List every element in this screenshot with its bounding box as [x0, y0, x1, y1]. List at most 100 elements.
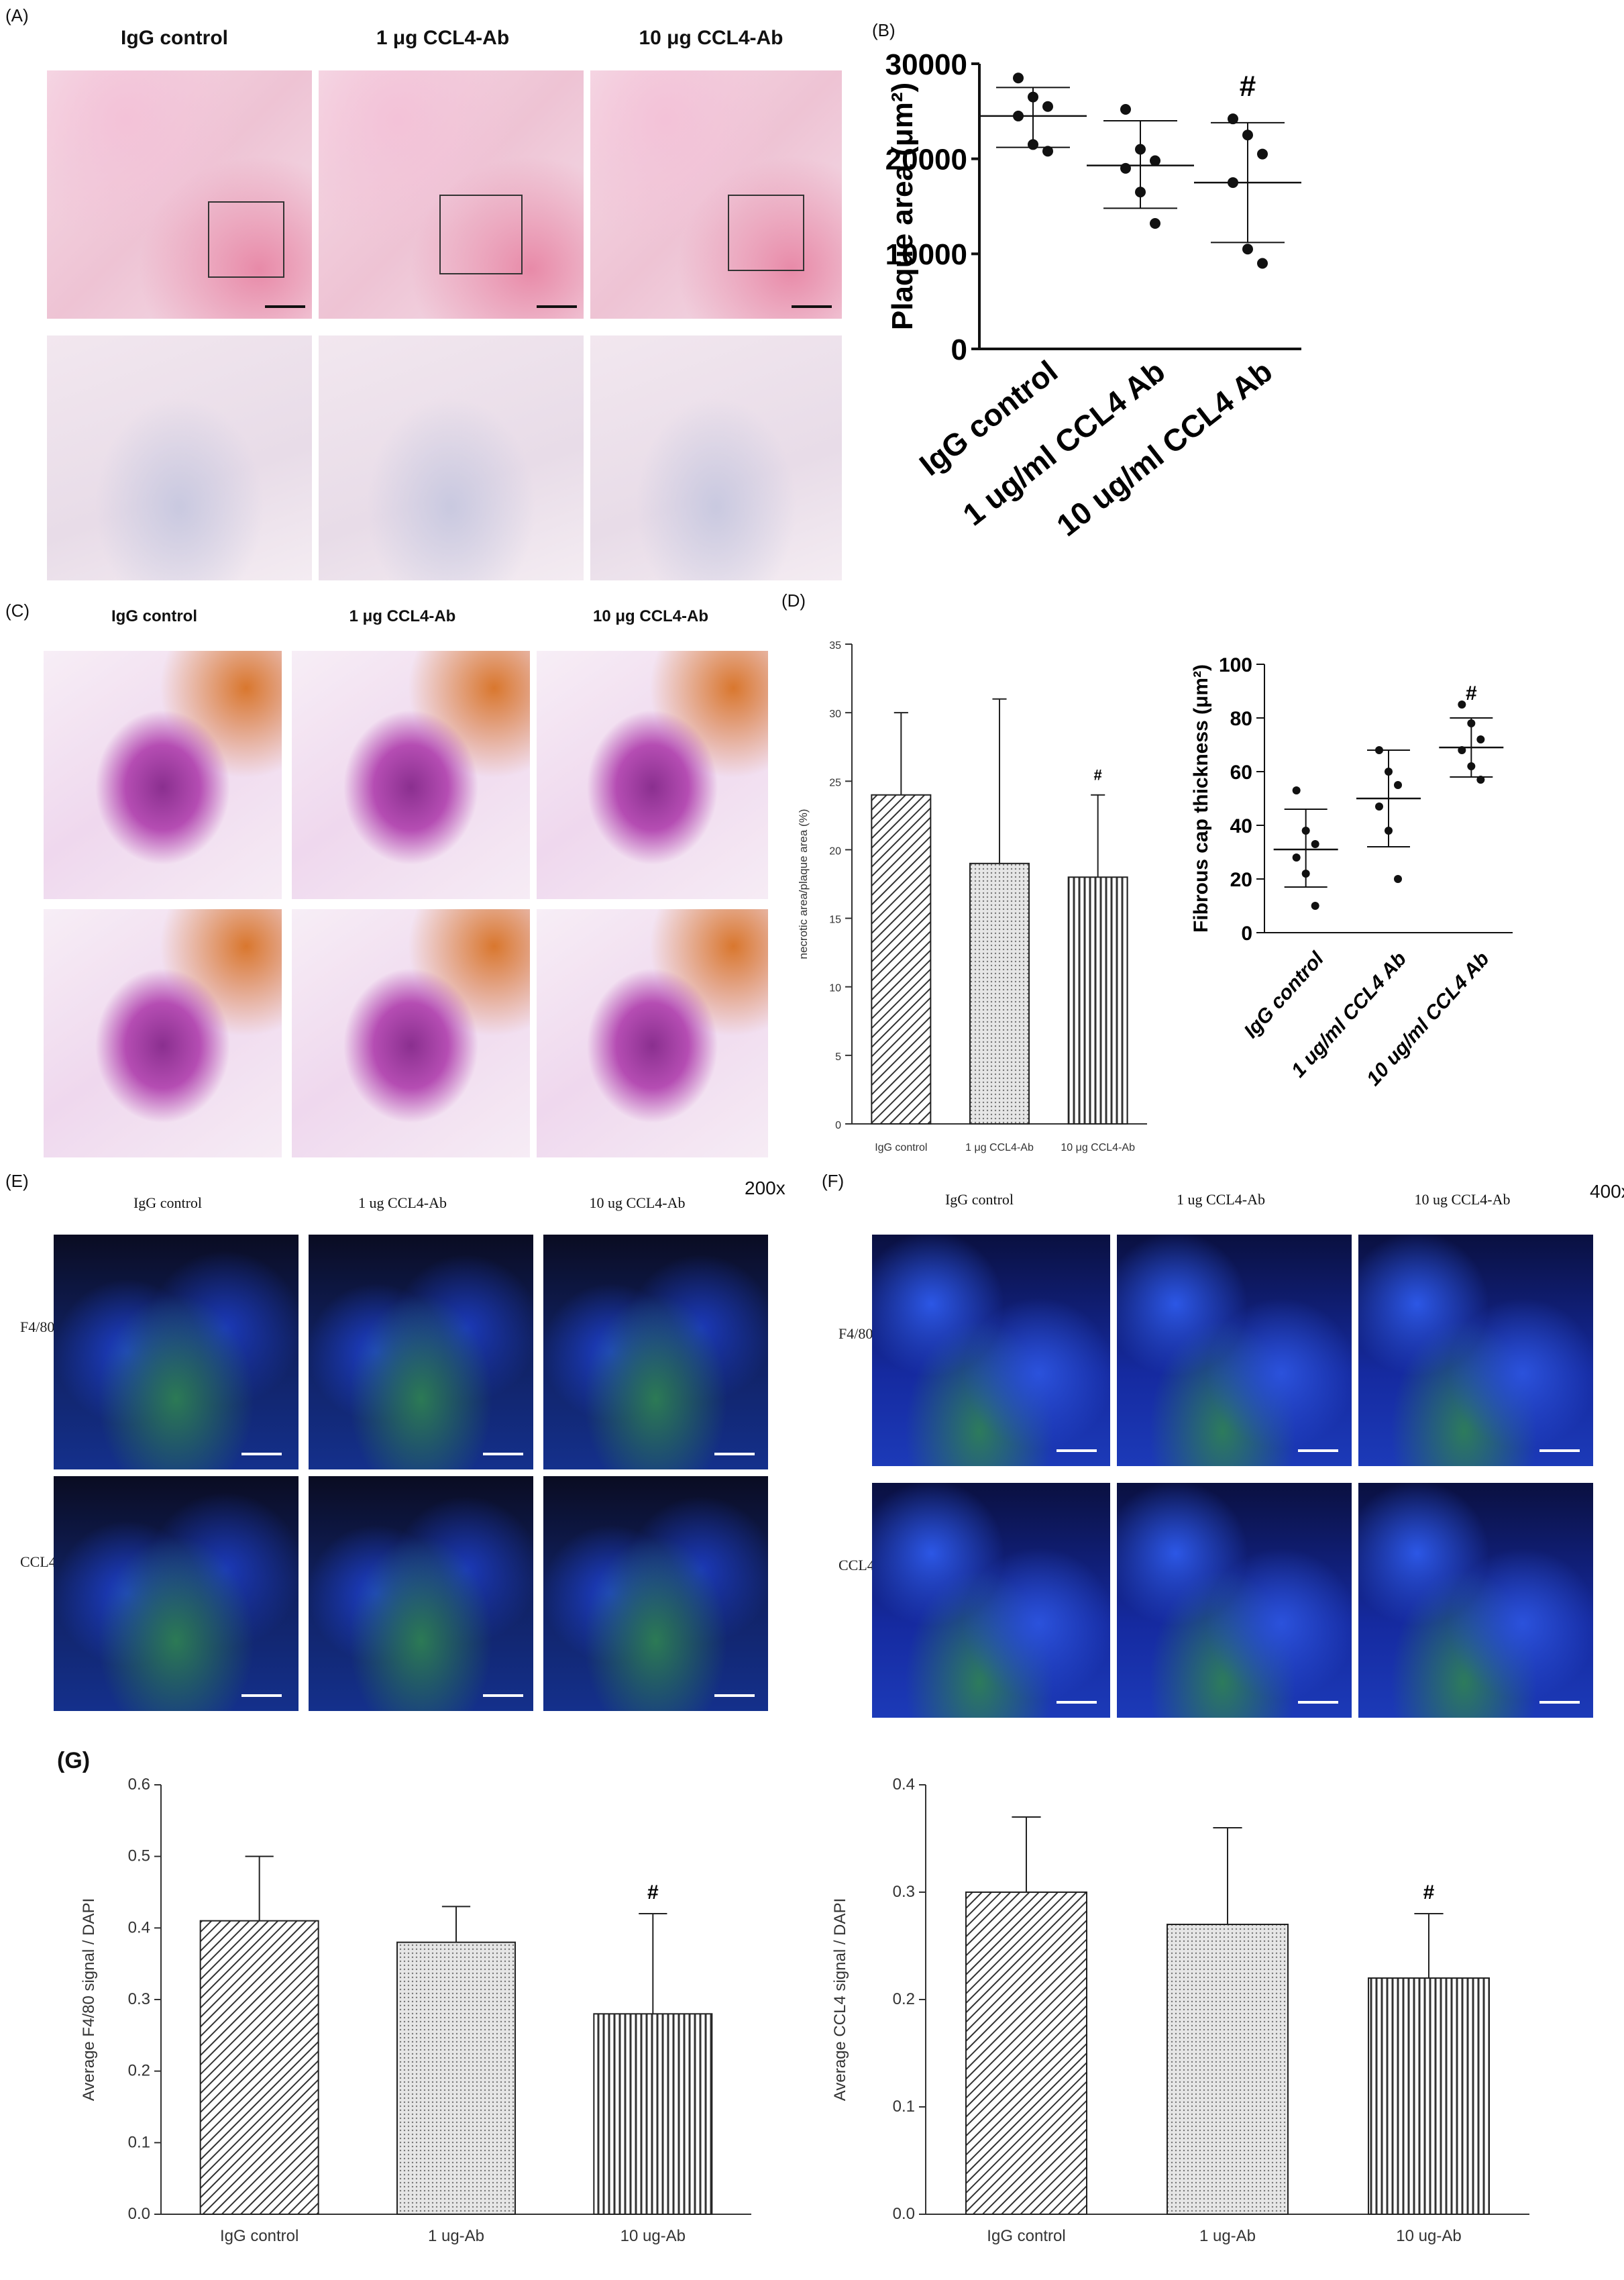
- data-point: [1028, 139, 1038, 150]
- y-tick-label: 80: [1230, 708, 1252, 730]
- data-point: [1385, 768, 1393, 776]
- panel-a-group-title: 10 μg CCL4-Ab: [639, 27, 783, 49]
- fluorescence-image: [1117, 1483, 1352, 1718]
- panel-e-group-title: 10 ug CCL4-Ab: [589, 1194, 686, 1211]
- f480-signal-chart: 0.0 0.1 0.2 0.3 0.4 0.5 0.6 IgG control 1 ug-Ab #…: [80, 1775, 751, 2245]
- bar: [969, 862, 1030, 1125]
- data-point: [1476, 776, 1485, 784]
- data-point: [1301, 870, 1310, 878]
- scale-bar: [1298, 1449, 1338, 1452]
- category-label: IgG control: [987, 2227, 1065, 2245]
- movat-stain-image: [537, 651, 768, 899]
- data-point: [1257, 148, 1268, 160]
- panel-c-group-title: 10 μg CCL4-Ab: [592, 607, 709, 625]
- panel-c-label: (C): [5, 601, 30, 621]
- data-point: [1311, 902, 1319, 910]
- magnification-label: 200x: [745, 1178, 786, 1198]
- y-tick-label: 0: [1241, 923, 1252, 945]
- fluorescence-image: [1117, 1235, 1352, 1466]
- panel-f-group-title: IgG control: [944, 1191, 1014, 1208]
- category-label: 1 ug-Ab: [428, 2227, 484, 2245]
- bar: [593, 2013, 713, 2215]
- fluorescence-image: [309, 1235, 533, 1469]
- data-point: [1242, 244, 1253, 255]
- y-axis-label: Plaque area (μm²): [886, 83, 919, 330]
- panel-a-group-title: 1 μg CCL4-Ab: [376, 27, 510, 49]
- y-tick-label: 30: [829, 709, 841, 720]
- bar: [1368, 1977, 1490, 2215]
- fluorescence-image: [543, 1476, 768, 1711]
- row-label: CCL4: [838, 1557, 875, 1573]
- y-tick-label: 0.1: [128, 2133, 150, 2151]
- y-tick-label: 0.2: [893, 1990, 915, 2008]
- y-tick-label: 0: [835, 1120, 841, 1131]
- y-tick-label: 20: [1230, 869, 1252, 891]
- data-point: [1242, 129, 1253, 141]
- data-point: [1385, 827, 1393, 835]
- category-label: 10 ug-Ab: [620, 2227, 686, 2245]
- y-tick-label: 0.0: [128, 2205, 150, 2223]
- data-point: [1135, 144, 1146, 155]
- panel-b-label: (B): [872, 20, 896, 40]
- y-tick-label: 60: [1230, 762, 1252, 784]
- data-point: [1120, 104, 1131, 115]
- category-label: IgG control: [875, 1142, 927, 1153]
- row-label: F4/80: [838, 1325, 873, 1342]
- significance-mark: #: [1466, 682, 1477, 705]
- category-label: 1 μg CCL4-Ab: [965, 1142, 1034, 1153]
- bar: [199, 1920, 319, 2216]
- y-tick-label: 20: [829, 845, 841, 857]
- y-axis-label: Fibrous cap thickness (μm²): [1190, 664, 1212, 933]
- he-stain-image: [47, 70, 312, 319]
- movat-stain-image: [292, 909, 530, 1157]
- fluorescence-image: [54, 1235, 299, 1469]
- panel-a-group-title: IgG control: [121, 27, 228, 49]
- panel-c-group-title: IgG control: [111, 607, 197, 625]
- data-point: [1013, 72, 1024, 84]
- movat-stain-image: [537, 909, 768, 1157]
- panel-g-label: (G): [57, 1748, 91, 1773]
- y-tick-label: 10000: [885, 238, 967, 271]
- data-point: [1257, 258, 1268, 269]
- y-tick-label: 5: [835, 1051, 841, 1063]
- data-point: [1013, 110, 1024, 121]
- scale-bar: [537, 305, 577, 308]
- y-tick-label: 0.5: [128, 1847, 150, 1865]
- data-point: [1476, 735, 1485, 743]
- movat-stain-image: [292, 651, 530, 899]
- data-point: [1311, 840, 1319, 848]
- y-tick-label: 100: [1219, 654, 1252, 676]
- he-stain-zoom-image: [590, 335, 842, 580]
- he-stain-zoom-image: [47, 335, 312, 580]
- y-tick-label: 15: [829, 915, 841, 926]
- scale-bar: [714, 1694, 755, 1697]
- scale-bar: [265, 305, 305, 308]
- fluorescence-image: [543, 1235, 768, 1469]
- category-label: 1 ug-Ab: [1199, 2227, 1256, 2245]
- panel-f-group-title: 10 ug CCL4-Ab: [1414, 1191, 1511, 1208]
- panel-e-group-title: 1 ug CCL4-Ab: [358, 1194, 447, 1211]
- panel-e-label: (E): [5, 1171, 29, 1191]
- y-tick-label: 40: [1230, 815, 1252, 837]
- panel-c-group-title: 1 μg CCL4-Ab: [349, 607, 456, 625]
- data-point: [1375, 746, 1383, 754]
- data-point: [1028, 91, 1038, 103]
- data-point: [1135, 187, 1146, 198]
- y-axis-label: Average F4/80 signal / DAPI: [80, 1898, 98, 2101]
- data-point: [1120, 162, 1131, 174]
- panel-e-group-title: IgG control: [133, 1194, 203, 1211]
- panel-d-label: (D): [781, 590, 806, 611]
- y-tick-label: 35: [829, 640, 841, 652]
- y-tick-label: 0.3: [893, 1883, 915, 1901]
- movat-stain-image: [44, 909, 282, 1157]
- significance-mark: #: [1094, 767, 1102, 784]
- y-tick-label: 25: [829, 777, 841, 788]
- bar: [1167, 1924, 1289, 2215]
- data-point: [1375, 802, 1383, 811]
- scale-bar: [483, 1694, 523, 1697]
- data-point: [1394, 781, 1402, 789]
- data-point: [1458, 746, 1466, 754]
- category-label: 10 ug-Ab: [1396, 2227, 1461, 2245]
- fluorescence-image: [872, 1483, 1110, 1718]
